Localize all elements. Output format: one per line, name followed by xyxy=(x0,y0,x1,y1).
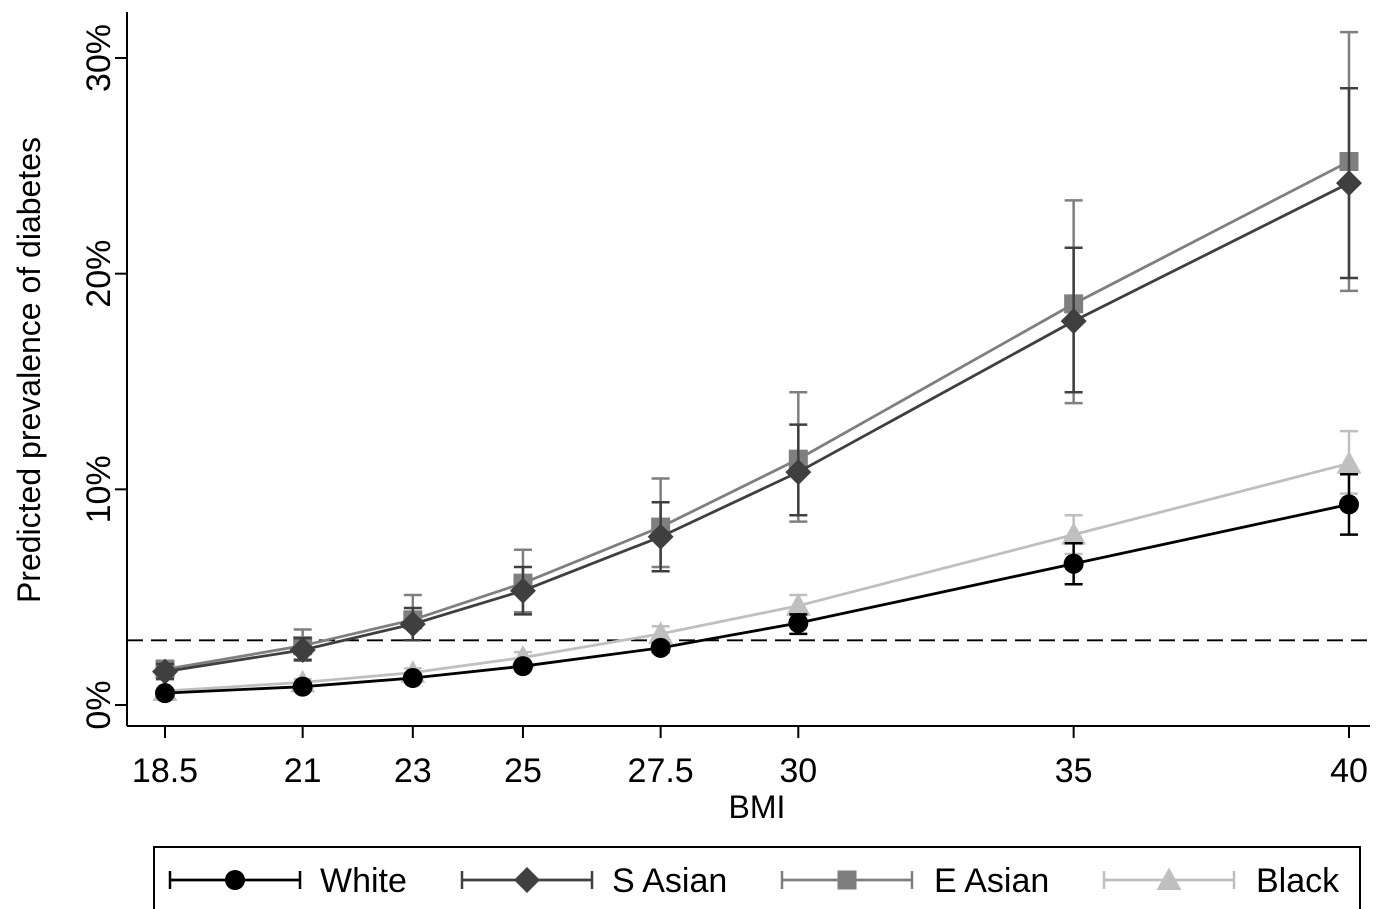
legend-marker-white xyxy=(225,870,245,890)
legend-label-e-asian: E Asian xyxy=(934,862,1049,900)
data-point-s-asian xyxy=(1336,170,1362,197)
data-point-black xyxy=(1061,522,1087,545)
x-tick-label: 35 xyxy=(1055,752,1093,790)
legend-label-s-asian: S Asian xyxy=(612,862,727,900)
legend-marker-s-asian xyxy=(514,867,540,893)
data-point-white xyxy=(402,668,423,689)
series-line-s-asian xyxy=(164,181,1350,673)
y-tick-label: 20% xyxy=(80,240,118,308)
series-line-black xyxy=(164,462,1350,693)
x-axis-title: BMI xyxy=(729,789,786,825)
legend-label-black: Black xyxy=(1256,862,1340,900)
x-tick-label: 40 xyxy=(1330,752,1368,790)
data-point-black xyxy=(1336,450,1362,474)
x-tick-label: 30 xyxy=(779,752,817,790)
y-tick-label: 0% xyxy=(80,680,118,729)
series-line-e-asian xyxy=(164,160,1350,671)
series-s-asian xyxy=(152,86,1362,685)
x-tick-label: 18.5 xyxy=(132,752,198,790)
y-axis-title: Predicted prevalence of diabetes xyxy=(11,137,47,603)
legend: White S Asian E Asian Black xyxy=(153,846,1361,909)
data-point-white xyxy=(650,637,671,658)
data-point-white xyxy=(1339,494,1359,515)
series-white xyxy=(155,472,1359,704)
legend-item-s-asian: S Asian xyxy=(460,862,727,900)
data-point-white xyxy=(788,613,809,634)
x-tick-label: 21 xyxy=(284,752,322,790)
data-point-black xyxy=(785,593,811,616)
data-point-s-asian xyxy=(289,637,316,664)
data-point-s-asian xyxy=(152,658,178,685)
y-tick-label: 10% xyxy=(80,455,118,523)
legend-marker-e-asian xyxy=(837,870,857,890)
x-tick-label: 23 xyxy=(394,752,432,790)
series-layer xyxy=(152,30,1362,704)
data-point-s-asian xyxy=(509,577,536,604)
data-point-black xyxy=(648,621,674,644)
data-point-white xyxy=(512,656,533,677)
legend-item-e-asian: E Asian xyxy=(780,862,1049,900)
series-line-white xyxy=(164,503,1350,695)
data-point-s-asian xyxy=(1060,308,1087,335)
legend-item-white: White xyxy=(168,862,407,900)
data-point-white xyxy=(292,676,313,697)
legend-marker-black xyxy=(1156,867,1182,890)
y-tick-label: 30% xyxy=(80,24,118,92)
series-black xyxy=(152,429,1362,701)
data-point-s-asian xyxy=(647,523,674,550)
legend-box xyxy=(153,846,1361,909)
data-point-white xyxy=(155,683,175,704)
series-e-asian xyxy=(155,30,1359,680)
axes: 0% 10% 20% 30% 18.5 21 23 25 27.5 30 35 40 xyxy=(80,12,1370,790)
data-point-s-asian xyxy=(785,459,812,486)
x-tick-label: 27.5 xyxy=(628,752,694,790)
data-point-white xyxy=(1063,553,1084,574)
x-tick-label: 25 xyxy=(504,752,542,790)
data-point-s-asian xyxy=(399,611,426,638)
legend-label-white: White xyxy=(320,862,407,900)
legend-item-black: Black xyxy=(1102,862,1340,900)
